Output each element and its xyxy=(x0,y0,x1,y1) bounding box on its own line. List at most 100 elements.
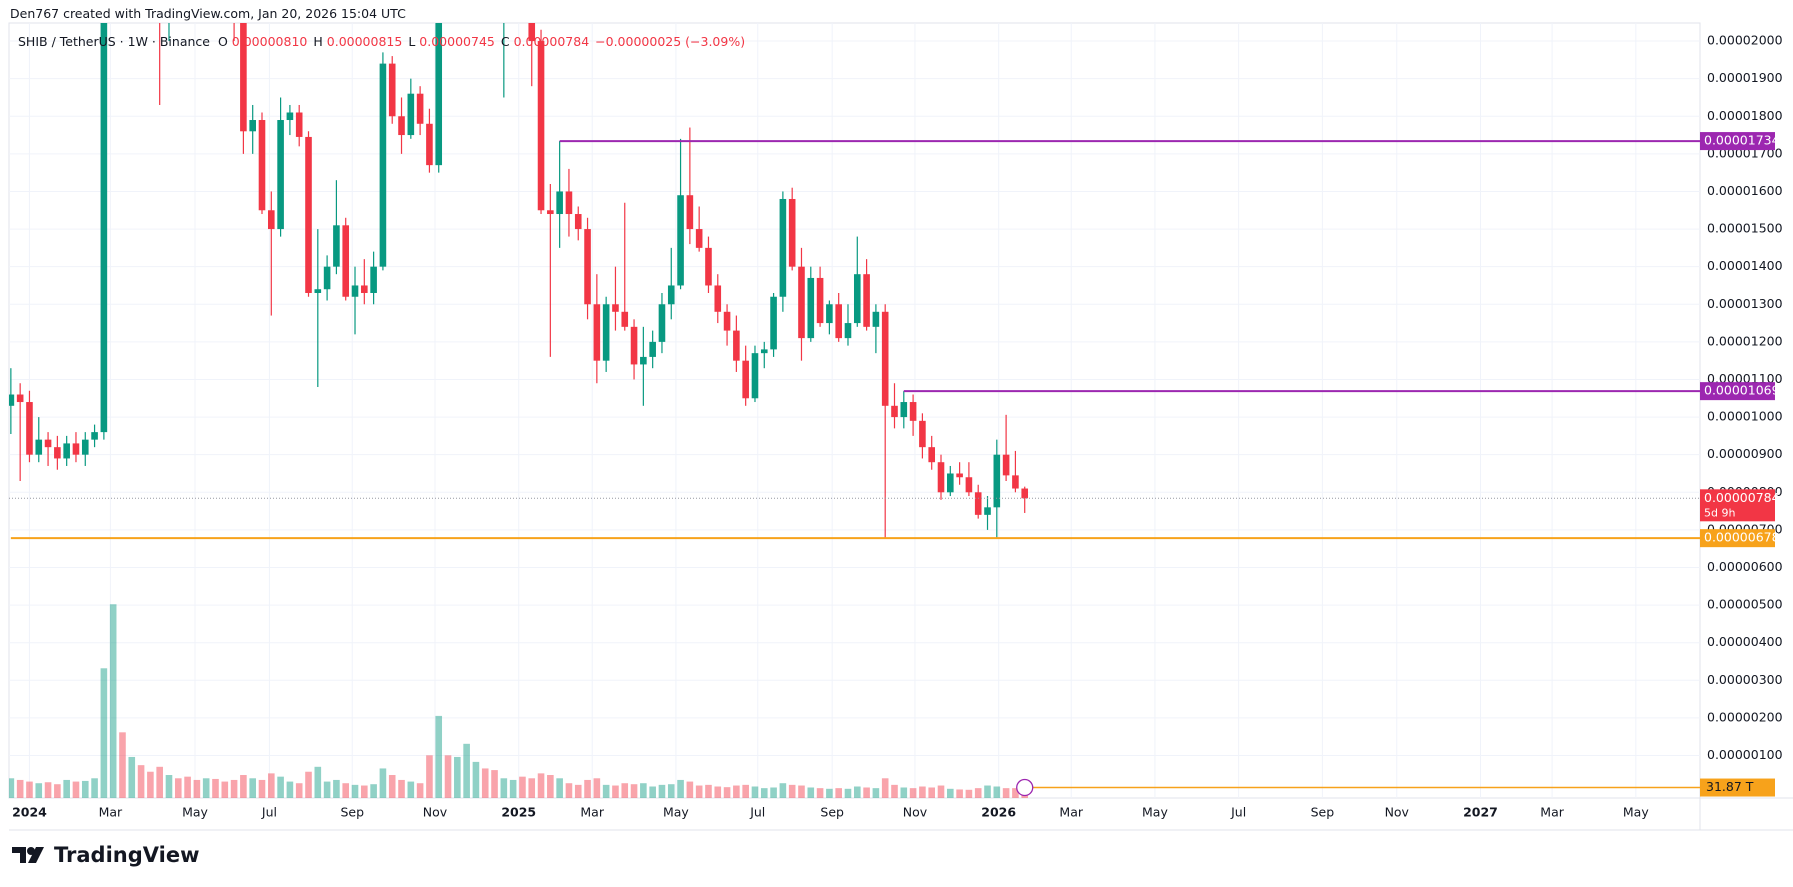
volume-bar xyxy=(444,755,452,798)
volume-bar xyxy=(835,788,842,798)
volume-bar xyxy=(872,788,880,798)
volume-bar xyxy=(277,776,284,798)
volume-bar xyxy=(1002,788,1010,798)
candle-body xyxy=(630,326,638,365)
volume-bar xyxy=(481,768,489,798)
candle-body xyxy=(547,210,554,215)
volume-bar xyxy=(1012,788,1019,798)
x-tick-label: 2024 xyxy=(12,805,47,820)
y-tick-label: 0.00002000 xyxy=(1707,33,1783,48)
candle-body xyxy=(835,304,842,339)
candle-body xyxy=(760,349,768,354)
candle-body xyxy=(519,0,526,11)
candle-body xyxy=(574,214,582,230)
candle-body xyxy=(54,447,61,459)
volume-bar xyxy=(435,715,443,798)
volume-bar xyxy=(240,775,247,798)
volume-bar xyxy=(379,768,387,798)
candle-body xyxy=(537,41,545,211)
volume-bar xyxy=(565,783,573,798)
volume-bar xyxy=(147,771,154,798)
volume-pane xyxy=(9,604,1029,798)
volume-bar xyxy=(286,781,294,798)
volume-bar xyxy=(463,743,470,798)
candle-body xyxy=(1002,454,1010,476)
volume-bar xyxy=(677,779,684,798)
volume-bar xyxy=(398,779,405,798)
x-tick-label: 2027 xyxy=(1463,805,1498,820)
volume-bar xyxy=(909,788,917,798)
ohlc-key: C xyxy=(500,34,510,49)
candle-body xyxy=(779,198,787,297)
x-tick-label: Mar xyxy=(580,805,604,820)
candle-body xyxy=(295,112,303,137)
volume-bar xyxy=(630,784,638,798)
x-tick-label: Sep xyxy=(340,805,364,820)
volume-bar xyxy=(361,785,368,798)
candle-body xyxy=(342,225,350,297)
candle-body xyxy=(742,360,749,399)
candle-body xyxy=(602,304,610,361)
candle-body xyxy=(1012,475,1019,489)
volume-bar xyxy=(342,783,350,798)
volume-bar xyxy=(305,771,312,798)
volume-bar xyxy=(584,779,591,798)
candle-body xyxy=(333,225,340,267)
candle-body xyxy=(612,304,619,312)
x-tick-label: Nov xyxy=(903,805,928,820)
volume-bar xyxy=(9,778,15,798)
candle-body xyxy=(44,439,52,448)
volume-bar xyxy=(174,778,182,798)
volume-bar xyxy=(202,778,210,798)
volume-bar xyxy=(891,784,898,798)
candle-body xyxy=(872,311,880,327)
candle-body xyxy=(956,473,963,478)
x-tick-label: 2026 xyxy=(981,805,1016,820)
candle-body xyxy=(677,195,684,286)
candle-body xyxy=(965,477,973,493)
candle-body xyxy=(640,356,647,365)
candle-body xyxy=(974,492,982,515)
level-tag-label: 0.00000678 xyxy=(1704,530,1780,545)
candle-body xyxy=(351,285,359,297)
change: −0.00000025 (−3.09%) xyxy=(595,34,746,49)
volume-bar xyxy=(72,781,80,798)
volume-bar xyxy=(863,787,870,798)
volume-bar xyxy=(723,787,731,798)
candle-body xyxy=(984,507,991,515)
x-tick-label: Jul xyxy=(261,805,277,820)
volume-bar xyxy=(919,786,926,798)
volume-tag-label: 31.87 T xyxy=(1706,779,1754,794)
volume-bar xyxy=(230,779,238,798)
y-tick-label: 0.00000400 xyxy=(1707,634,1783,649)
volume-bar xyxy=(947,788,954,798)
x-tick-label: Jul xyxy=(1230,805,1246,820)
candle-body xyxy=(9,394,15,406)
candle-body xyxy=(723,311,731,331)
volume-bar xyxy=(881,778,889,798)
candle-body xyxy=(240,23,247,132)
candle-body xyxy=(416,93,424,124)
candle-body xyxy=(993,454,1001,508)
x-tick-label: May xyxy=(1623,805,1649,820)
candle-body xyxy=(35,439,43,455)
volume-bar xyxy=(612,785,619,798)
volume-bar xyxy=(407,781,415,798)
x-tick-label: Mar xyxy=(1059,805,1083,820)
volume-bar xyxy=(416,783,424,798)
volume-bar xyxy=(807,787,815,798)
candle-body xyxy=(435,23,443,166)
volume-bar xyxy=(268,773,275,798)
candle-body xyxy=(705,247,712,286)
candle-body xyxy=(891,405,898,418)
volume-bar xyxy=(686,781,694,798)
volume-bar xyxy=(528,778,536,798)
price-tag xyxy=(1700,489,1775,522)
x-tick-label: Mar xyxy=(1540,805,1564,820)
y-tick-label: 0.00001200 xyxy=(1707,333,1783,348)
volume-bar xyxy=(472,761,480,798)
candle-body xyxy=(370,266,377,293)
candle-body xyxy=(407,93,415,136)
volume-bar xyxy=(705,784,712,798)
candle-body xyxy=(1021,488,1029,499)
